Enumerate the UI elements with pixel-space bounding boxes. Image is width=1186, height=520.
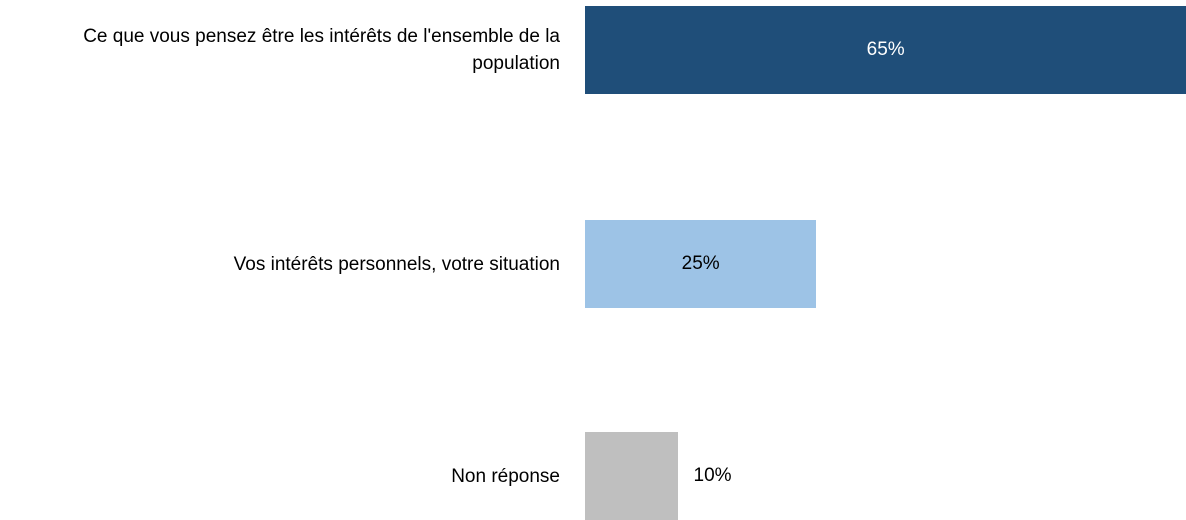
value-label: 25% (681, 253, 720, 274)
category-label: Ce que vous pensez être les intérêts de … (83, 26, 560, 74)
value-label: 65% (866, 39, 905, 60)
bar (585, 6, 1186, 94)
category-label: Non réponse (451, 465, 560, 487)
value-label: 10% (693, 465, 732, 486)
category-label: Vos intérêts personnels, votre situation (233, 253, 560, 275)
bar (585, 220, 817, 308)
bar (585, 432, 678, 520)
